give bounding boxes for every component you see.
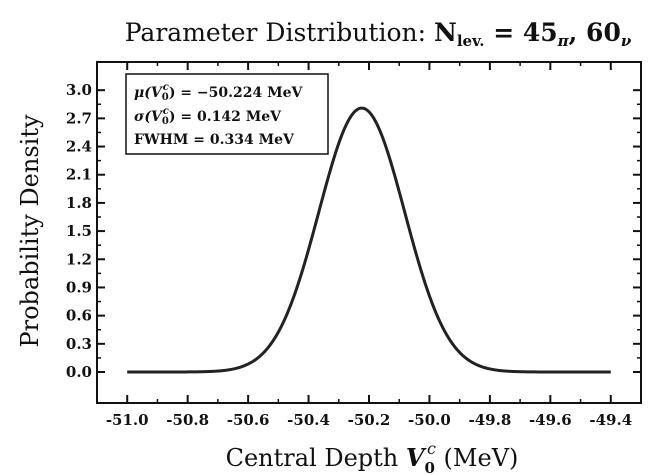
y-tick-label: 1.2	[66, 250, 92, 268]
y-tick-label: 1.8	[66, 194, 92, 212]
x-tick-label: -51.0	[106, 411, 149, 429]
stats-fwhm: FWHM = 0.334 MeV	[134, 132, 295, 148]
y-axis-label: Probability Density	[16, 114, 44, 348]
y-tick-label: 2.1	[66, 166, 92, 184]
y-tick-label: 0.6	[66, 307, 92, 325]
x-tick-label: -49.8	[469, 411, 512, 429]
y-tick-label: 2.4	[66, 138, 92, 156]
stats-annotation: μ(V0c) = −50.224 MeV σ(V0c) = 0.142 MeV …	[125, 73, 329, 155]
x-tick-label: -50.4	[287, 411, 330, 429]
x-tick-label: -49.6	[529, 411, 572, 429]
y-tick-label: 3.0	[66, 81, 92, 99]
gaussian-curve	[126, 106, 612, 374]
chart-title: Parameter Distribution: Nlev. = 45π, 60ν	[125, 18, 632, 50]
x-tick-label: -50.2	[348, 411, 391, 429]
stats-mean: μ(V0c) = −50.224 MeV	[134, 82, 304, 103]
curve-layer	[126, 106, 612, 374]
x-tick-label: -50.0	[408, 411, 451, 429]
y-tick-label: 2.7	[66, 109, 92, 127]
y-tick-label: 0.0	[66, 363, 92, 381]
x-axis-label: Central Depth V0c (MeV)	[226, 439, 519, 475]
stats-sigma: σ(V0c) = 0.142 MeV	[134, 106, 282, 127]
y-tick-label: 1.5	[66, 222, 92, 240]
x-tick-label: -49.4	[589, 411, 632, 429]
stats-annotation-box	[125, 73, 329, 155]
ticks-layer: -51.0 -50.8 -50.6 -50.4 -50.2 -50.0 -49.8 -49.6…	[66, 62, 641, 429]
y-tick-label: 0.9	[66, 278, 92, 296]
x-tick-label: -50.8	[166, 411, 209, 429]
x-tick-label: -50.6	[227, 411, 270, 429]
y-tick-label: 0.3	[66, 335, 92, 353]
